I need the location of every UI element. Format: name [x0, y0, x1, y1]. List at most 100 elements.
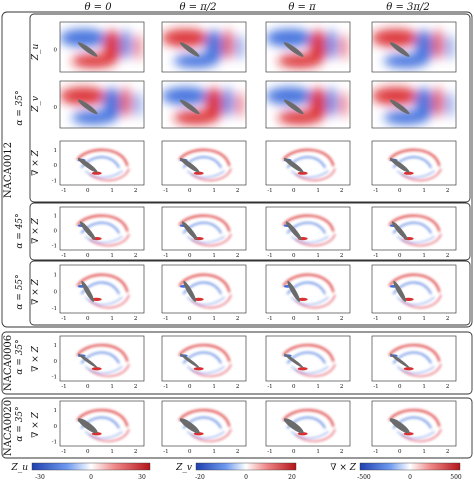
field-panel	[371, 80, 457, 129]
x-tick-label: 1	[422, 188, 426, 194]
x-tick-label: -1	[373, 253, 378, 259]
field-panel: -1 0 1 2	[265, 206, 351, 259]
field-panel: 1 0 -1 -1 0 1 2	[52, 264, 145, 322]
y-tick-label: -1	[52, 244, 57, 250]
x-tick-label: 0	[398, 188, 402, 194]
x-tick-label: 0	[188, 449, 192, 455]
field-panel: -1 0 1 2	[161, 400, 247, 455]
x-tick-label: 2	[236, 384, 240, 390]
colorbar-gradient	[31, 462, 151, 471]
x-tick-label: 1	[110, 253, 114, 259]
x-tick-label: 2	[446, 188, 450, 194]
angle-label: α = 35°	[15, 339, 25, 374]
x-tick-label: 0	[86, 188, 90, 194]
x-tick-label: -1	[61, 253, 66, 259]
y-tick-label: 0	[54, 48, 58, 54]
y-tick-label: 1	[54, 214, 58, 220]
field-panel	[161, 21, 247, 73]
x-tick-label: 2	[236, 316, 240, 322]
y-tick-label: 0	[54, 359, 58, 365]
colorbar-gradient	[195, 462, 297, 471]
field-panel: -1 0 1 2	[371, 264, 457, 322]
column-header: θ = 3π/2	[386, 2, 429, 13]
x-tick-label: 2	[340, 253, 344, 259]
field-panel: -1 0 1 2	[265, 140, 351, 194]
row-label: Z_v	[31, 96, 41, 113]
angle-label: α = 35°	[15, 90, 25, 125]
x-tick-label: 2	[446, 316, 450, 322]
angle-label: α = 35°	[15, 406, 25, 441]
y-tick-label: 1	[54, 343, 58, 349]
row-label: ∇ × Z	[31, 217, 41, 244]
column-headers: θ = 0 θ = π/2 θ = π θ = 3π/2	[84, 2, 429, 13]
field-panel: 1 0 -1 -1 0 1 2	[52, 206, 145, 259]
colorbar-label: Z_v	[175, 463, 192, 473]
x-tick-label: -1	[373, 316, 378, 322]
x-tick-label: 0	[398, 384, 402, 390]
row-label: ∇ × Z	[31, 278, 41, 305]
colorbar-tick: -500	[357, 474, 371, 481]
x-tick-label: 2	[340, 449, 344, 455]
x-tick-label: 1	[110, 449, 114, 455]
x-tick-label: 0	[292, 316, 296, 322]
x-tick-label: 1	[422, 253, 426, 259]
x-tick-label: 1	[316, 253, 320, 259]
colorbar-gradient	[359, 462, 461, 471]
x-tick-label: 2	[236, 188, 240, 194]
field-panel: -1 0 1 2	[161, 264, 247, 322]
field-panel: 1 0 -1 -1 0 1 2	[52, 335, 145, 390]
x-tick-label: -1	[61, 188, 66, 194]
field-panel	[265, 80, 351, 129]
y-tick-label: 0	[54, 229, 58, 235]
y-tick-label: 0	[54, 105, 58, 111]
field-panel: -1 0 1 2	[371, 140, 457, 194]
x-tick-label: 0	[292, 384, 296, 390]
column-header: θ = π/2	[179, 2, 216, 13]
y-tick-label: -1	[52, 179, 57, 185]
x-tick-label: -1	[373, 188, 378, 194]
field-panel: -1 0 1 2	[371, 400, 457, 455]
colorbar-tick: -30	[35, 474, 45, 481]
x-tick-label: -1	[61, 316, 66, 322]
x-tick-label: 2	[340, 384, 344, 390]
x-tick-label: 2	[340, 316, 344, 322]
x-tick-label: -1	[267, 449, 272, 455]
x-tick-label: 0	[188, 253, 192, 259]
field-panel: -1 0 1 2	[265, 264, 351, 322]
y-tick-label: -1	[52, 440, 57, 446]
group-frame-naca0012-a55	[29, 260, 471, 326]
field-panel	[265, 21, 351, 73]
field-panel: 1 0 -1 -1 0 1 2	[52, 400, 145, 455]
x-tick-label: 0	[398, 253, 402, 259]
colorbar-label: ∇ × Z	[330, 463, 357, 473]
column-header: θ = π	[288, 2, 316, 13]
group-frame-naca0020	[1, 397, 473, 459]
x-tick-label: 0	[188, 188, 192, 194]
x-tick-label: -1	[267, 316, 272, 322]
field-panel: -1 0 1 2	[371, 335, 457, 390]
x-tick-label: 2	[236, 449, 240, 455]
colorbar-tick: 500	[450, 474, 462, 481]
x-tick-label: 0	[398, 316, 402, 322]
row-label: ∇ × Z	[31, 149, 41, 176]
x-tick-label: 1	[316, 384, 320, 390]
x-tick-label: -1	[267, 253, 272, 259]
group-frame-naca0012	[1, 11, 473, 328]
x-tick-label: 1	[212, 449, 216, 455]
x-tick-label: 0	[292, 253, 296, 259]
y-tick-label: 0	[54, 289, 58, 295]
column-header: θ = 0	[84, 2, 112, 13]
x-tick-label: 0	[398, 449, 402, 455]
field-panel: -1 0 1 2	[371, 206, 457, 259]
colorbar-tick: 30	[138, 474, 146, 481]
x-tick-label: -1	[61, 384, 66, 390]
angle-label: α = 55°	[15, 274, 25, 309]
y-tick-label: -1	[52, 306, 57, 312]
y-tick-label: 1	[54, 148, 58, 154]
colorbar-tick: 0	[408, 474, 412, 481]
field-panel	[161, 80, 247, 129]
x-tick-label: 1	[110, 384, 114, 390]
x-tick-label: 2	[446, 253, 450, 259]
x-tick-label: -1	[373, 384, 378, 390]
